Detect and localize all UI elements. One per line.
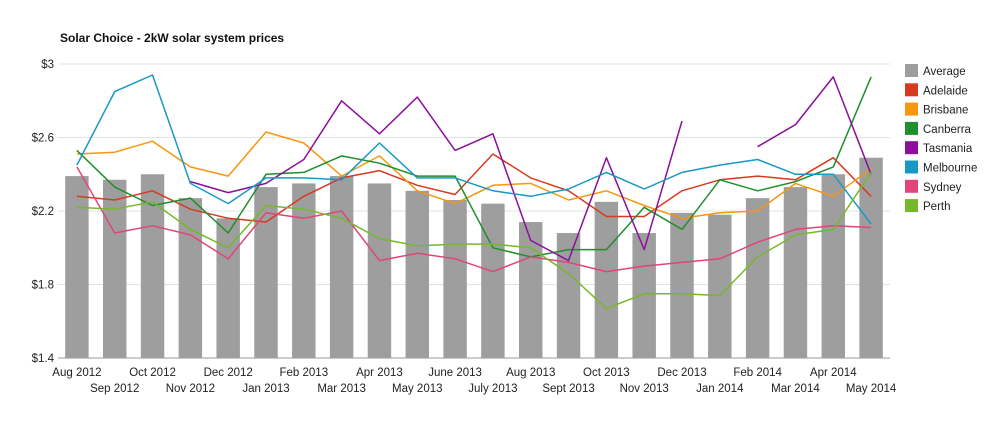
bar <box>632 233 656 358</box>
bar <box>443 199 467 358</box>
series-line-melbourne <box>76 74 872 225</box>
x-tick-label: Apr 2014 <box>810 367 857 379</box>
legend-label-tasmania: Tasmania <box>923 143 973 155</box>
bar <box>821 174 845 358</box>
legend-swatch-melbourne <box>905 160 918 174</box>
y-tick-label: $3 <box>41 59 54 71</box>
x-tick-label: May 2014 <box>846 383 897 395</box>
y-tick-label: $1.4 <box>32 353 55 365</box>
legend-label-perth: Perth <box>923 201 951 213</box>
y-tick-label: $2.6 <box>32 133 54 145</box>
x-tick-label: Apr 2013 <box>356 367 403 379</box>
x-tick-label: Aug 2013 <box>506 367 555 379</box>
x-tick-label: Mar 2014 <box>771 383 820 395</box>
y-axis: $3 $2.6 $2.2 $1.8 $1.4 <box>32 59 55 365</box>
bar <box>405 190 429 358</box>
bar <box>103 179 127 358</box>
legend-label-sydney: Sydney <box>923 182 962 194</box>
x-tick-label: Mar 2013 <box>317 383 366 395</box>
x-tick-label: Nov 2012 <box>166 383 215 395</box>
bar <box>65 176 89 358</box>
bar <box>594 201 619 358</box>
bar <box>178 198 203 358</box>
series-line-perth <box>76 171 872 310</box>
bar <box>670 212 694 358</box>
bar <box>745 198 770 358</box>
x-tick-label: July 2013 <box>468 383 517 395</box>
bar <box>367 183 392 358</box>
legend-swatch-sydney <box>905 179 918 193</box>
legend-label-canberra: Canberra <box>923 124 972 136</box>
bar <box>329 176 354 358</box>
legend-swatch-canberra <box>905 121 918 135</box>
bar <box>254 187 278 358</box>
chart-title: Solar Choice - 2kW solar system prices <box>60 31 284 45</box>
bar <box>292 183 316 358</box>
x-tick-label: Aug 2012 <box>52 367 101 379</box>
series-lines <box>76 74 872 310</box>
x-tick-label: Sep 2012 <box>90 383 139 395</box>
bar <box>783 187 808 358</box>
x-tick-label: Jan 2013 <box>242 383 289 395</box>
legend-label-melbourne: Melbourne <box>923 163 977 175</box>
x-tick-label: Jan 2014 <box>696 383 744 395</box>
legend-swatch-average <box>905 64 918 77</box>
bar <box>481 203 505 358</box>
x-tick-label: Oct 2013 <box>583 367 630 379</box>
legend-swatch-perth <box>905 199 918 213</box>
x-tick-label: Dec 2013 <box>657 367 706 379</box>
series-line-adelaide <box>76 153 872 223</box>
legend-label-brisbane: Brisbane <box>923 105 968 117</box>
legend-swatch-tasmania <box>905 141 918 155</box>
series-line-canberra <box>76 76 872 258</box>
series-line-sydney <box>76 166 872 273</box>
bar <box>216 218 240 358</box>
bar <box>859 157 883 358</box>
x-tick-label: May 2013 <box>392 383 443 395</box>
x-tick-label: Feb 2013 <box>280 367 329 379</box>
x-tick-label: Nov 2013 <box>620 383 669 395</box>
y-tick-label: $2.2 <box>32 206 54 218</box>
x-tick-label: June 2013 <box>428 367 482 379</box>
x-tick-label: Oct 2012 <box>129 367 176 379</box>
legend-swatch-brisbane <box>905 102 918 116</box>
legend: Average Adelaide Brisbane Canberra Tasmania M… <box>905 64 977 213</box>
bar <box>708 214 732 358</box>
y-tick-label: $1.8 <box>32 280 54 292</box>
x-tick-label: Feb 2014 <box>733 367 782 379</box>
series-line-brisbane <box>76 131 872 220</box>
x-axis: Aug 2012 Sep 2012 Oct 2012 Nov 2012 Dec 2012… <box>52 367 897 395</box>
legend-label-average: Average <box>923 66 966 78</box>
bar <box>519 222 543 358</box>
bars <box>65 157 883 358</box>
legend-label-adelaide: Adelaide <box>923 85 968 97</box>
legend-swatch-adelaide <box>905 83 918 97</box>
x-tick-label: Sept 2013 <box>542 383 594 395</box>
x-tick-label: Dec 2012 <box>204 367 253 379</box>
bar <box>140 174 165 358</box>
